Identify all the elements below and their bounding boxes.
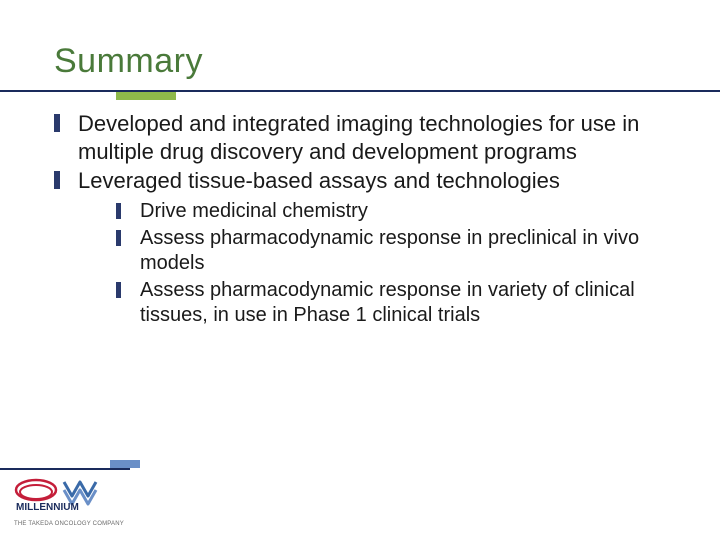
bullet-text: Leveraged tissue-based assays and techno…	[78, 168, 560, 193]
bullet-text: Assess pharmacodynamic response in precl…	[140, 227, 639, 274]
list-item: Assess pharmacodynamic response in precl…	[116, 226, 660, 276]
content-area: Developed and integrated imaging technol…	[54, 110, 660, 330]
slide-title: Summary	[54, 42, 680, 81]
bullet-text: Drive medicinal chemistry	[140, 200, 368, 222]
title-accent-bar	[116, 92, 176, 100]
bullet-list: Developed and integrated imaging technol…	[54, 110, 660, 328]
list-item: Assess pharmacodynamic response in varie…	[116, 278, 660, 328]
bullet-text: Developed and integrated imaging technol…	[78, 111, 639, 164]
logo-area: MILLENNIUM THE TAKEDA ONCOLOGY COMPANY	[14, 476, 154, 526]
footer-accent-bar	[110, 460, 140, 468]
list-item: Drive medicinal chemistry	[116, 199, 660, 224]
footer-underline	[0, 468, 130, 470]
company-logo-icon: MILLENNIUM	[14, 476, 154, 514]
list-item: Leveraged tissue-based assays and techno…	[54, 167, 660, 328]
slide: Summary Developed and integrated imaging…	[0, 0, 720, 540]
list-item: Developed and integrated imaging technol…	[54, 110, 660, 165]
title-area: Summary	[54, 42, 680, 81]
title-underline	[0, 90, 720, 92]
millennium-wordmark: MILLENNIUM	[16, 502, 79, 513]
logo-tagline: THE TAKEDA ONCOLOGY COMPANY	[14, 521, 154, 527]
bullet-text: Assess pharmacodynamic response in varie…	[140, 279, 635, 326]
sub-bullet-list: Drive medicinal chemistry Assess pharmac…	[78, 199, 660, 328]
